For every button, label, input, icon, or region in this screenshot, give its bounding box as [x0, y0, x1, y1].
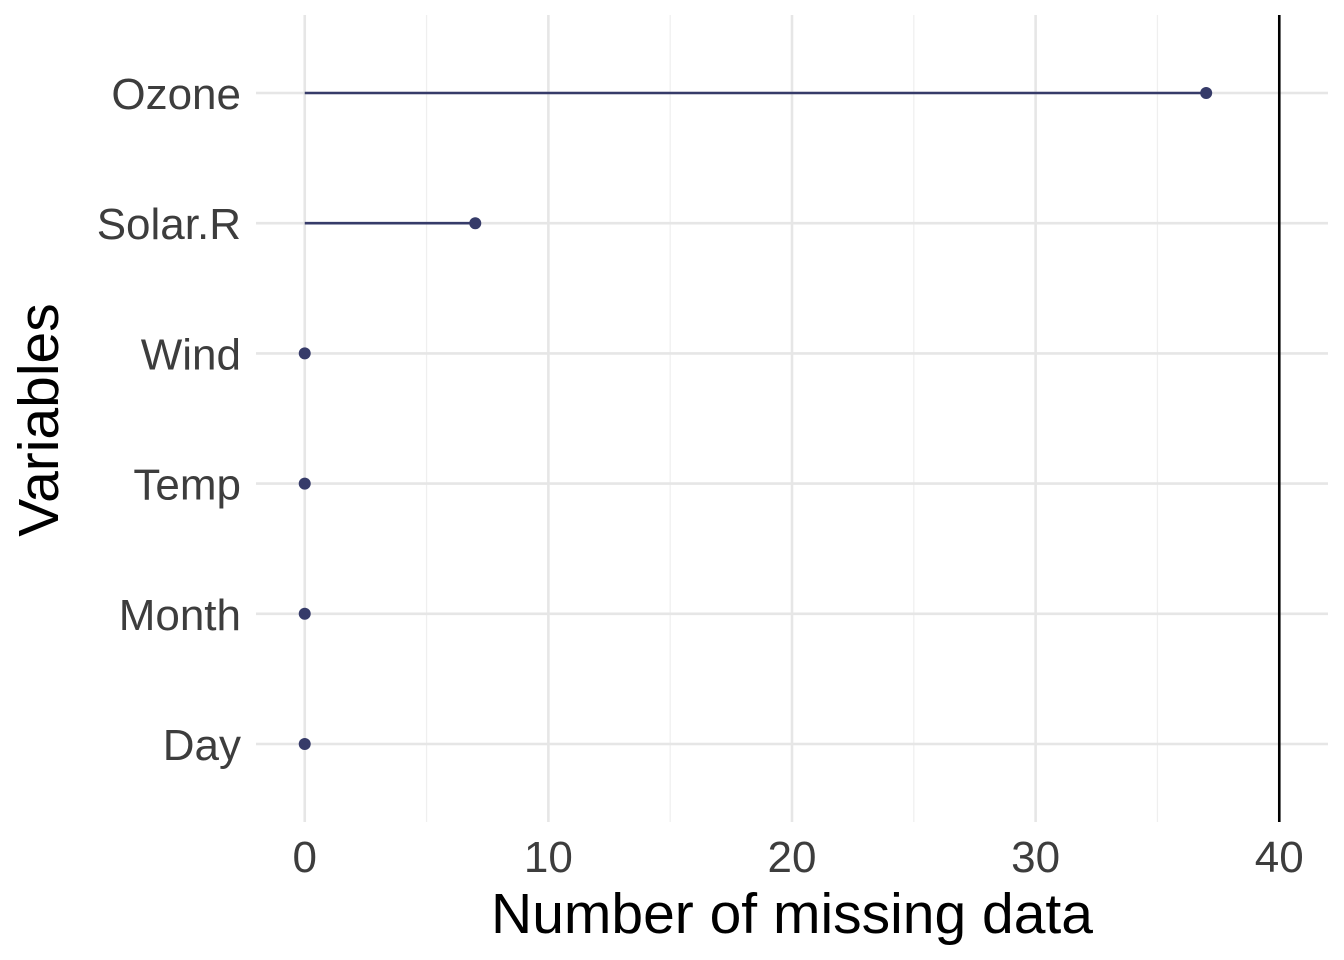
x-tick-label: 20	[768, 833, 817, 882]
lollipop-point-temp	[298, 477, 311, 490]
y-tick-label: Temp	[133, 461, 241, 510]
x-tick-label: 40	[1255, 833, 1304, 882]
x-tick-labels: 0 10 20 30 40	[292, 833, 1303, 882]
x-tick-label: 0	[292, 833, 316, 882]
lollipop-point-solar-r	[469, 217, 482, 230]
y-tick-label: Solar.R	[97, 200, 241, 249]
y-tick-label: Ozone	[111, 70, 241, 119]
x-tick-label: 10	[524, 833, 573, 882]
y-axis-title: Variables	[7, 303, 71, 536]
x-tick-label: 30	[1011, 833, 1060, 882]
y-tick-label: Wind	[141, 330, 241, 379]
lollipop-point-month	[298, 607, 311, 620]
y-tick-label: Month	[119, 591, 241, 640]
x-axis-title: Number of missing data	[491, 882, 1093, 946]
lollipop-point-wind	[298, 347, 311, 360]
y-tick-labels: Ozone Solar.R Wind Temp Month Day	[97, 70, 241, 770]
lollipop-point-day	[298, 738, 311, 750]
grid-layer	[256, 15, 1328, 822]
y-tick-label: Day	[163, 721, 241, 770]
lollipop-point-ozone	[1200, 87, 1213, 99]
marks-layer	[298, 87, 1213, 750]
